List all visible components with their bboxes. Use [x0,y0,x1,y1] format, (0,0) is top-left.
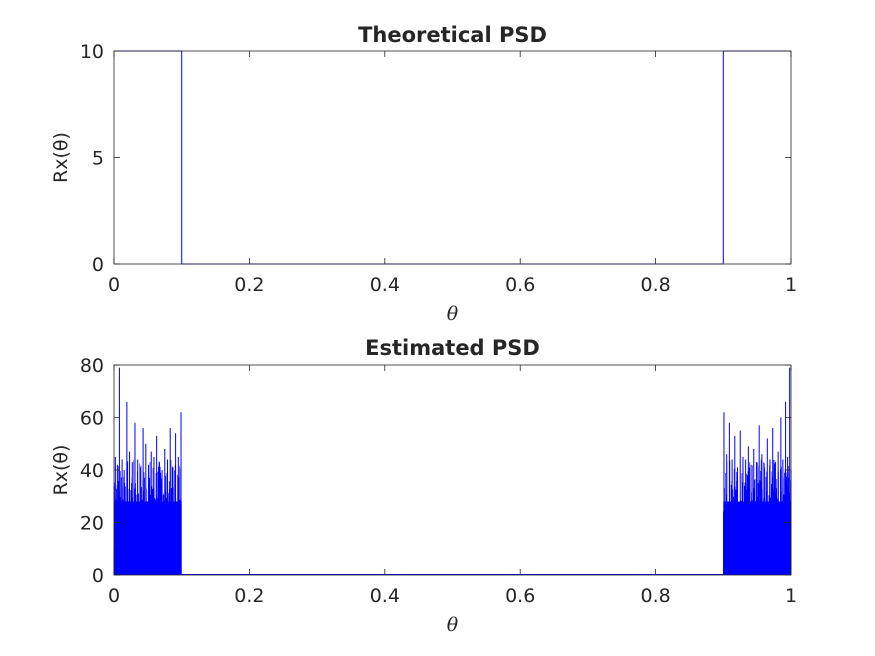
y-tick-label: 40 [80,460,104,482]
plot-area [114,51,791,264]
x-tick-label: 0.2 [234,585,264,607]
plot-marks [113,367,792,575]
chart-title: Estimated PSD [365,336,540,360]
x-tick-label: 0.4 [370,585,400,607]
y-tick-label: 10 [80,41,104,63]
x-tick-label: 0.4 [370,274,400,296]
chart-title: Theoretical PSD [358,23,547,47]
x-tick-label: 0.8 [640,585,670,607]
plot-area [114,365,791,575]
x-tick-label: 1 [785,585,797,607]
y-tick-label: 0 [92,254,104,276]
x-tick-label: 0.6 [505,585,535,607]
y-tick-label: 80 [80,355,104,377]
y-tick-label: 60 [80,408,104,430]
y-axis-label: Rx(θ) [50,445,72,496]
x-tick-label: 0 [108,585,120,607]
y-axis-label: Rx(θ) [50,132,72,183]
tick-marks: 0 0.2 0.4 0.6 0.8 1 0 20 40 60 80 [80,355,797,607]
x-tick-label: 1 [785,274,797,296]
x-tick-label: 0.2 [234,274,264,296]
x-tick-label: 0.6 [505,274,535,296]
x-axis-label: θ [447,614,459,636]
x-tick-label: 0.8 [640,274,670,296]
y-tick-label: 5 [92,148,104,170]
y-tick-label: 20 [80,513,104,535]
y-tick-label: 0 [92,565,104,587]
x-axis-label: θ [447,303,459,325]
x-tick-label: 0 [108,274,120,296]
